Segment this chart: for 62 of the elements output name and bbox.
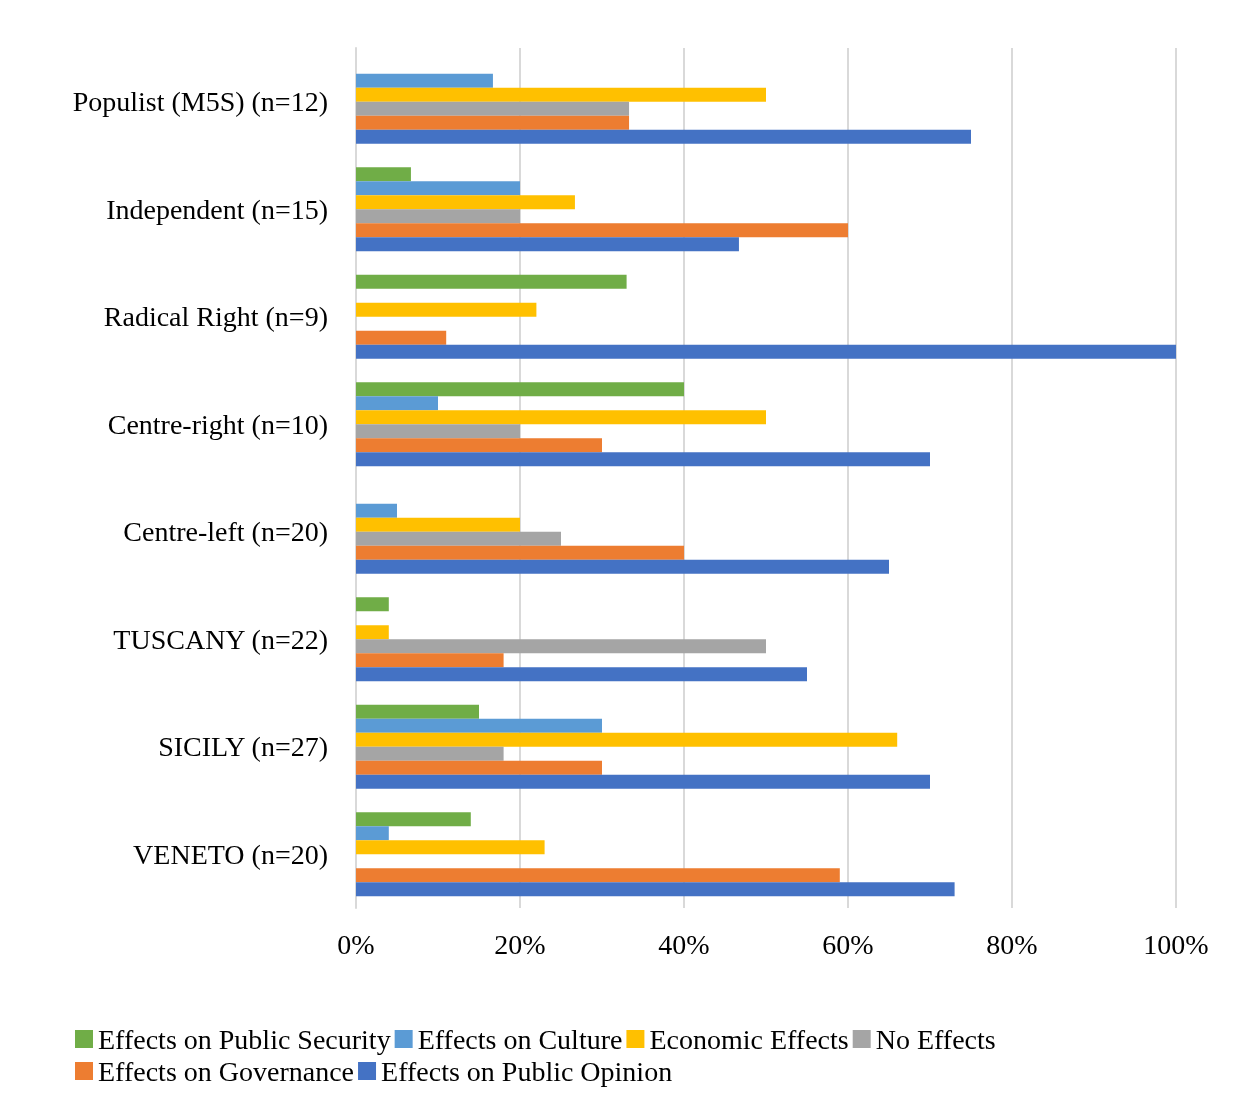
bar — [356, 774, 930, 789]
bar — [356, 424, 520, 439]
bar — [356, 503, 397, 518]
bar — [356, 760, 602, 775]
bar — [356, 625, 389, 640]
bar — [356, 452, 930, 467]
bar — [356, 274, 627, 289]
bar — [356, 653, 504, 668]
bar — [356, 237, 739, 252]
y-tick-label: SICILY (n=27) — [158, 731, 328, 763]
bar — [356, 129, 971, 144]
bar — [356, 840, 545, 855]
bar — [356, 167, 411, 182]
bar — [356, 559, 889, 574]
bar — [356, 531, 561, 546]
bar — [356, 73, 493, 88]
bar — [356, 732, 898, 747]
bar — [356, 330, 447, 345]
bar — [356, 882, 955, 897]
bar — [356, 639, 766, 654]
bar — [356, 396, 438, 411]
bar — [356, 746, 504, 761]
bar — [356, 718, 602, 733]
bar — [356, 195, 575, 210]
bar — [356, 101, 630, 116]
bar — [356, 209, 520, 224]
y-tick-label: Centre-left (n=20) — [123, 516, 328, 548]
bar — [356, 223, 848, 238]
x-tick-label: 100% — [1143, 928, 1209, 960]
bar — [356, 597, 389, 612]
bar — [356, 87, 766, 102]
bar — [356, 344, 1176, 359]
bar — [356, 545, 684, 560]
x-tick-label: 40% — [658, 928, 710, 960]
y-tick-label: Centre-right (n=10) — [107, 408, 328, 440]
bar — [356, 667, 807, 682]
legend-label: Effects on Culture — [417, 1023, 623, 1055]
x-tick-label: 0% — [337, 928, 375, 960]
bar — [356, 812, 471, 827]
bar — [356, 868, 840, 883]
y-tick-label: TUSCANY (n=22) — [113, 623, 328, 655]
legend-label: No Effects — [875, 1023, 996, 1055]
bar — [356, 704, 479, 719]
bar — [356, 517, 520, 532]
bar — [356, 826, 389, 841]
y-tick-label: Radical Right (n=9) — [103, 301, 328, 333]
x-tick-label: 80% — [986, 928, 1038, 960]
bar — [356, 115, 630, 130]
x-tick-label: 20% — [494, 928, 546, 960]
bar — [356, 410, 766, 425]
bar — [356, 302, 537, 317]
legend-label: Economic Effects — [649, 1023, 849, 1055]
x-tick-label: 60% — [822, 928, 874, 960]
legend-label: Effects on Public Security — [98, 1023, 391, 1055]
y-tick-label: Independent (n=15) — [106, 193, 328, 225]
legend-label: Effects on Governance — [98, 1055, 355, 1087]
y-tick-label: Populist (M5S) (n=12) — [72, 86, 328, 118]
legend-label: Effects on Public Opinion — [381, 1055, 673, 1087]
bar — [356, 382, 684, 397]
bar — [356, 438, 602, 453]
y-tick-label: VENETO (n=20) — [133, 838, 328, 870]
bar — [356, 181, 520, 196]
